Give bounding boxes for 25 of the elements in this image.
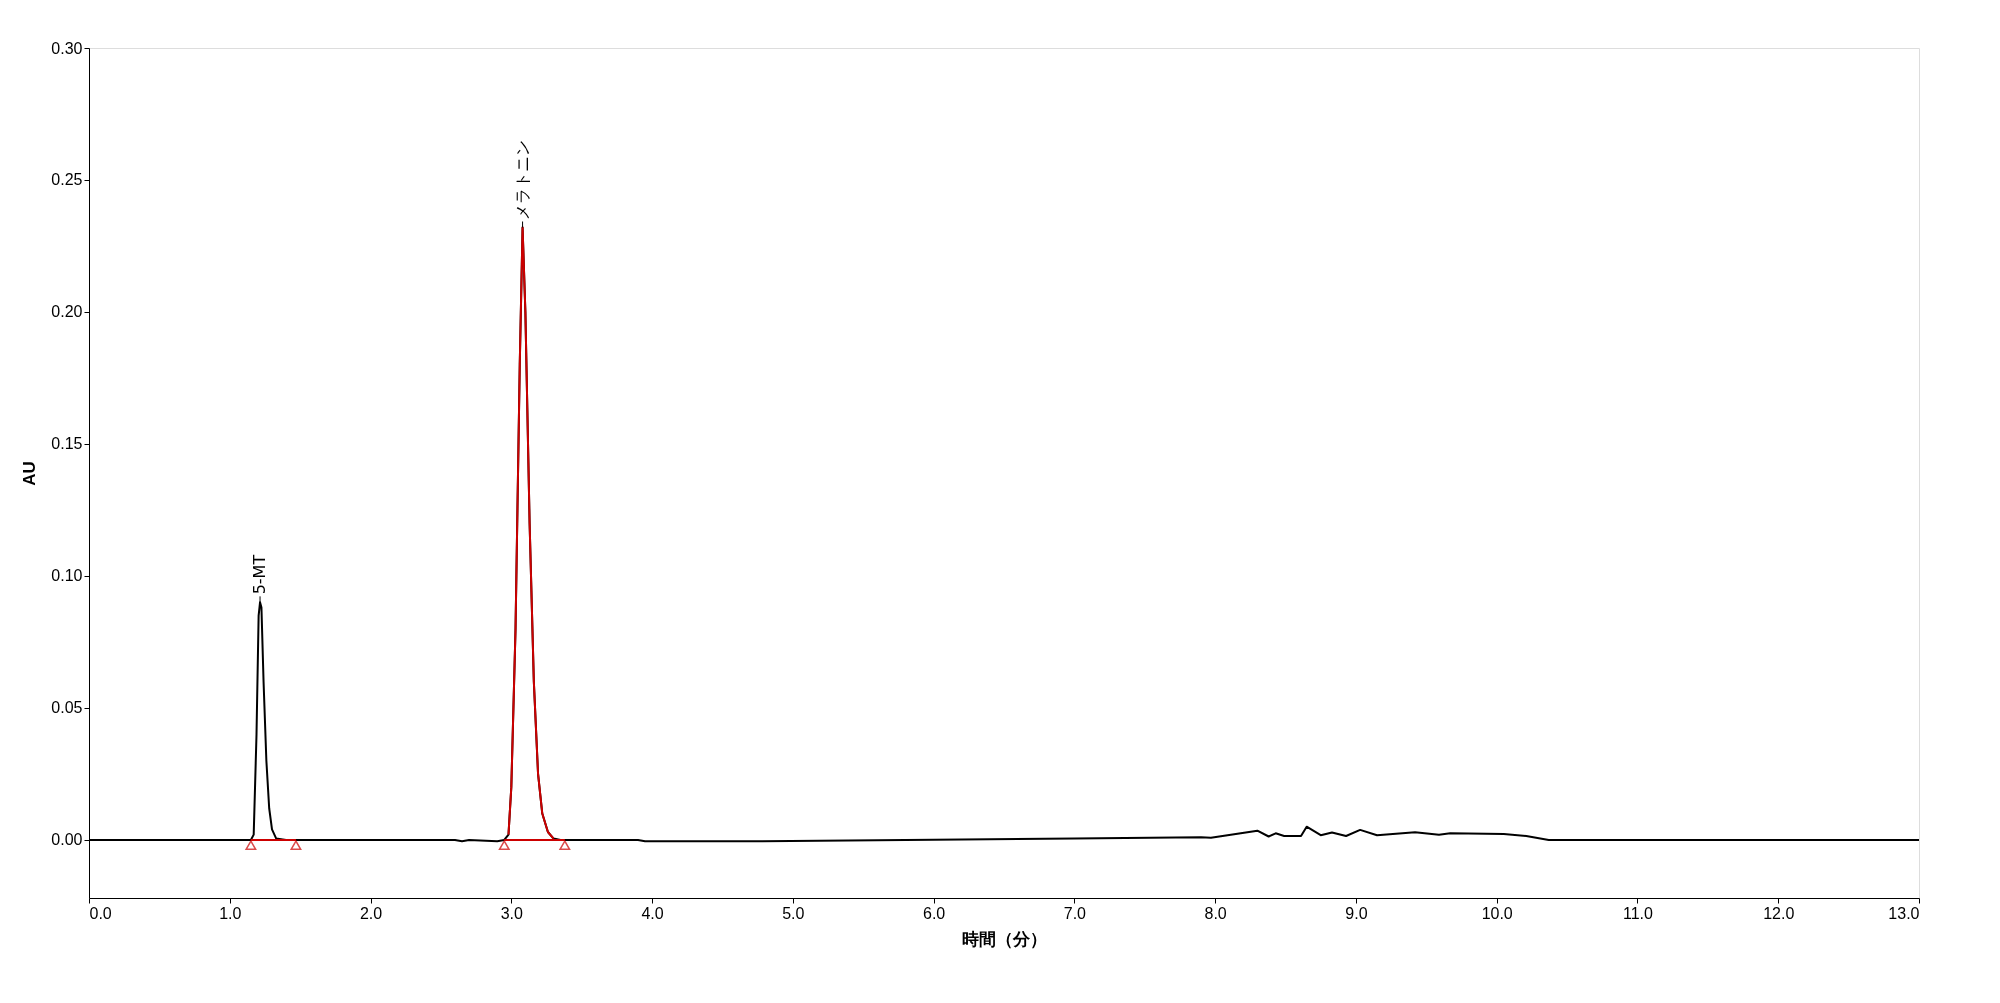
- x-tick-label: 8.0: [1204, 904, 1227, 922]
- x-tick-label: 13.0: [1888, 904, 1920, 922]
- y-tick-label: 0.20: [51, 303, 83, 321]
- y-axis-title: AU: [20, 461, 40, 486]
- y-tick-label: 0.10: [51, 567, 83, 585]
- x-tick-label: 3.0: [500, 904, 524, 922]
- x-tick-label: 6.0: [922, 904, 946, 922]
- x-tick-label: 0.0: [89, 904, 112, 922]
- x-tick-label: 4.0: [641, 904, 664, 922]
- annotation: メラトニン: [512, 139, 532, 220]
- annotation: 5-MT: [250, 554, 270, 595]
- x-tick-label: 11.0: [1622, 904, 1654, 922]
- y-tick-label: 0.25: [51, 171, 83, 189]
- y-tick-label: 0.30: [51, 39, 83, 57]
- y-tick-label: 0.05: [51, 699, 83, 717]
- x-tick-label: 9.0: [1345, 904, 1368, 922]
- x-axis-title: 時間（分）: [962, 928, 1047, 949]
- x-tick-label: 2.0: [359, 904, 383, 922]
- x-tick-label: 7.0: [1063, 904, 1087, 922]
- x-tick-label: 1.0: [219, 904, 242, 922]
- x-tick-label: 12.0: [1763, 904, 1795, 922]
- x-tick-label: 5.0: [782, 904, 805, 922]
- y-tick-label: 0.15: [51, 435, 83, 453]
- y-tick-label: 0.00: [51, 831, 83, 849]
- x-tick-label: 10.0: [1481, 904, 1513, 922]
